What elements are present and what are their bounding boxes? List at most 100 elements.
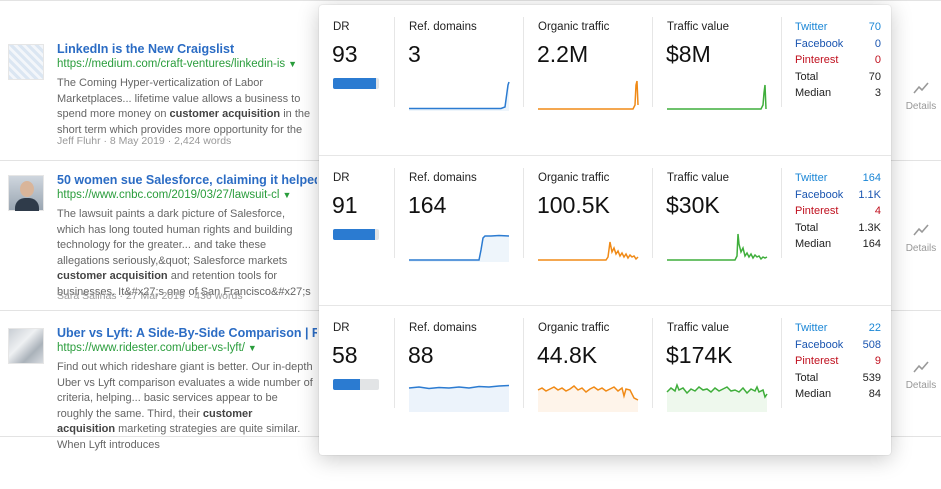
- social-facebook-line[interactable]: Facebook 1.1K: [795, 189, 881, 206]
- dr-cell: DR 91: [319, 156, 395, 306]
- ref-domains-value: 88: [408, 342, 434, 368]
- organic-traffic-cell: Organic traffic 44.8K: [524, 306, 653, 456]
- social-twitter-value[interactable]: 70: [868, 21, 881, 33]
- organic-traffic-sparkline: [537, 385, 639, 412]
- ref-domains-cell: Ref. domains 3: [395, 5, 524, 155]
- ref-domains-label: Ref. domains: [409, 322, 477, 334]
- social-shares: Twitter 70 Facebook 0 Pinterest 0 Total 70 M…: [795, 21, 881, 104]
- social-facebook-label[interactable]: Facebook: [795, 188, 844, 201]
- social-twitter-line[interactable]: Twitter 164: [795, 172, 881, 189]
- result-url[interactable]: https://www.ridester.com/uber-vs-lyft/▼: [57, 342, 317, 354]
- ref-domains-label: Ref. domains: [409, 21, 477, 33]
- traffic-value-label: Traffic value: [667, 172, 729, 184]
- details-button[interactable]: Details: [903, 361, 939, 393]
- result-title[interactable]: 50 women sue Salesforce, claiming it hel…: [57, 173, 317, 187]
- result-url-text[interactable]: https://www.cnbc.com/2019/03/27/lawsuit-…: [57, 189, 280, 201]
- metrics-row: DR 91 Ref. domains 164 Organic traffic 1…: [319, 155, 891, 305]
- social-median-line: Median 164: [795, 238, 881, 255]
- traffic-value-cell: Traffic value $30K: [653, 156, 782, 306]
- dropdown-caret-icon[interactable]: ▼: [288, 59, 298, 69]
- result-url-text[interactable]: https://medium.com/craft-ventures/linked…: [57, 58, 286, 70]
- dropdown-caret-icon[interactable]: ▼: [247, 343, 257, 353]
- social-twitter-value[interactable]: 164: [862, 172, 881, 184]
- dr-label: DR: [333, 172, 350, 184]
- social-median-line: Median 3: [795, 87, 881, 104]
- social-facebook-value[interactable]: 1.1K: [858, 188, 881, 201]
- social-twitter-label[interactable]: Twitter: [795, 322, 828, 334]
- social-median-value: 84: [868, 388, 881, 400]
- ref-domains-sparkline: [409, 234, 510, 262]
- ref-domains-sparkline: [408, 384, 510, 412]
- social-median-line: Median 84: [795, 388, 881, 405]
- result-thumbnail[interactable]: [8, 175, 44, 211]
- ref-domains-value: 164: [408, 192, 447, 218]
- organic-traffic-value: 2.2M: [537, 41, 589, 67]
- social-pinterest-value[interactable]: 0: [874, 54, 881, 66]
- traffic-value-cell: Traffic value $174K: [653, 306, 782, 456]
- social-twitter-value[interactable]: 22: [868, 322, 881, 334]
- social-pinterest-value[interactable]: 4: [874, 205, 881, 217]
- result-snippet: The Coming Hyper-verticalization of Labo…: [57, 77, 311, 136]
- metrics-row: DR 93 Ref. domains 3 Organic traffic 2.2…: [319, 5, 891, 155]
- dr-bar-fill: [333, 229, 375, 240]
- organic-traffic-label: Organic traffic: [538, 322, 610, 334]
- social-pinterest-label[interactable]: Pinterest: [795, 205, 839, 217]
- details-button[interactable]: Details: [903, 82, 939, 114]
- traffic-value-sparkline: [667, 84, 767, 110]
- social-twitter-line[interactable]: Twitter 22: [795, 322, 881, 339]
- social-facebook-value[interactable]: 0: [874, 37, 881, 50]
- dr-value: 93: [332, 41, 358, 67]
- dr-label: DR: [333, 322, 350, 334]
- social-total-line: Total 539: [795, 372, 881, 389]
- dr-bar: [333, 379, 379, 390]
- result-title[interactable]: Uber vs Lyft: A Side-By-Side Comparison …: [57, 326, 317, 340]
- social-median-value: 3: [874, 87, 881, 99]
- result-url[interactable]: https://medium.com/craft-ventures/linked…: [57, 58, 317, 70]
- result-thumbnail[interactable]: [8, 328, 44, 364]
- dr-bar: [333, 229, 379, 240]
- social-total-line: Total 1.3K: [795, 222, 881, 239]
- result-url-text[interactable]: https://www.ridester.com/uber-vs-lyft/: [57, 342, 245, 354]
- social-total-label: Total: [795, 221, 819, 234]
- social-pinterest-value[interactable]: 9: [874, 355, 881, 367]
- organic-traffic-sparkline: [538, 80, 639, 110]
- dr-label: DR: [333, 21, 350, 33]
- divider: [0, 0, 941, 1]
- traffic-value-label: Traffic value: [667, 322, 729, 334]
- organic-traffic-sparkline: [538, 241, 639, 261]
- organic-traffic-cell: Organic traffic 2.2M: [524, 5, 653, 155]
- social-total-line: Total 70: [795, 71, 881, 88]
- social-facebook-line[interactable]: Facebook 508: [795, 339, 881, 356]
- ref-domains-sparkline: [409, 81, 510, 111]
- traffic-value-sparkline: [666, 382, 768, 412]
- ref-domains-cell: Ref. domains 88: [395, 306, 524, 456]
- social-twitter-label[interactable]: Twitter: [795, 21, 828, 33]
- social-facebook-label[interactable]: Facebook: [795, 338, 844, 351]
- result-url[interactable]: https://www.cnbc.com/2019/03/27/lawsuit-…: [57, 189, 317, 201]
- social-facebook-line[interactable]: Facebook 0: [795, 38, 881, 55]
- traffic-value-cell: Traffic value $8M: [653, 5, 782, 155]
- social-pinterest-line[interactable]: Pinterest 9: [795, 355, 881, 372]
- dr-cell: DR 58: [319, 306, 395, 456]
- result-title[interactable]: LinkedIn is the New Craigslist: [57, 42, 235, 56]
- social-facebook-label[interactable]: Facebook: [795, 37, 844, 50]
- social-total-label: Total: [795, 70, 819, 83]
- social-twitter-line[interactable]: Twitter 70: [795, 21, 881, 38]
- social-pinterest-line[interactable]: Pinterest 0: [795, 54, 881, 71]
- result-snippet: Find out which rideshare giant is better…: [57, 361, 313, 451]
- social-facebook-value[interactable]: 508: [862, 338, 881, 351]
- result-thumbnail[interactable]: [8, 44, 44, 80]
- result-meta: Sara Salinas · 27 Mar 2019 · 436 words: [57, 290, 243, 302]
- social-pinterest-label[interactable]: Pinterest: [795, 355, 839, 367]
- dropdown-caret-icon[interactable]: ▼: [282, 190, 292, 200]
- social-total-value: 539: [862, 371, 881, 384]
- dr-bar: [333, 78, 379, 89]
- social-pinterest-line[interactable]: Pinterest 4: [795, 205, 881, 222]
- traffic-value-value: $174K: [666, 342, 733, 368]
- social-total-label: Total: [795, 371, 819, 384]
- traffic-value-label: Traffic value: [667, 21, 729, 33]
- details-button[interactable]: Details: [903, 224, 939, 256]
- social-twitter-label[interactable]: Twitter: [795, 172, 828, 184]
- social-pinterest-label[interactable]: Pinterest: [795, 54, 839, 66]
